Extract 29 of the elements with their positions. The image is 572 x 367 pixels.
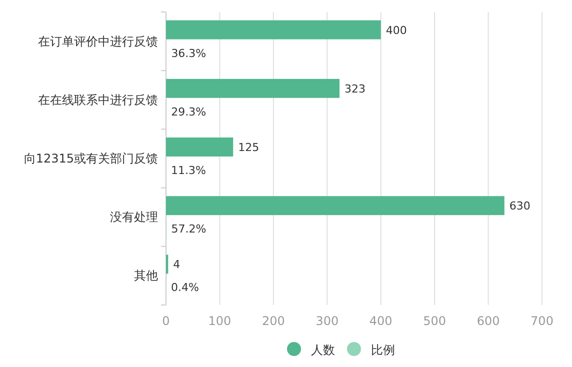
- y-tick-label: 没有处理: [110, 210, 158, 224]
- data-label: 630: [509, 200, 530, 213]
- bar: [166, 138, 234, 156]
- x-tick-label: 200: [262, 314, 285, 328]
- x-tick-label: 500: [423, 314, 446, 328]
- x-tick-label: 700: [530, 314, 554, 328]
- x-tick-label: 600: [476, 314, 500, 328]
- data-label: 125: [238, 141, 260, 154]
- x-tick-label: 300: [316, 314, 339, 328]
- y-tick-label: 其他: [134, 268, 158, 283]
- bar: [166, 78, 340, 98]
- bar: [166, 20, 381, 40]
- bar: [166, 196, 504, 216]
- data-label: 29.3%: [171, 105, 206, 118]
- x-tick-label: 0: [162, 314, 170, 328]
- data-label: 57.2%: [171, 222, 206, 236]
- data-label: 400: [386, 24, 407, 37]
- data-label: 0.4%: [171, 281, 199, 294]
- y-tick-label: 向12315或有关部门反馈: [24, 152, 158, 166]
- data-label: 11.3%: [171, 164, 206, 177]
- data-label: 323: [344, 82, 366, 96]
- legend-label: 比例: [371, 343, 395, 357]
- x-tick-label: 100: [208, 314, 232, 328]
- y-tick-label: 在订单评价中进行反馈: [38, 34, 158, 48]
- legend-label: 人数: [311, 343, 335, 357]
- x-tick-label: 400: [369, 314, 392, 328]
- data-label: 36.3%: [171, 46, 206, 60]
- data-label: 4: [173, 258, 180, 272]
- y-tick-label: 在在线联系中进行反馈: [38, 92, 158, 107]
